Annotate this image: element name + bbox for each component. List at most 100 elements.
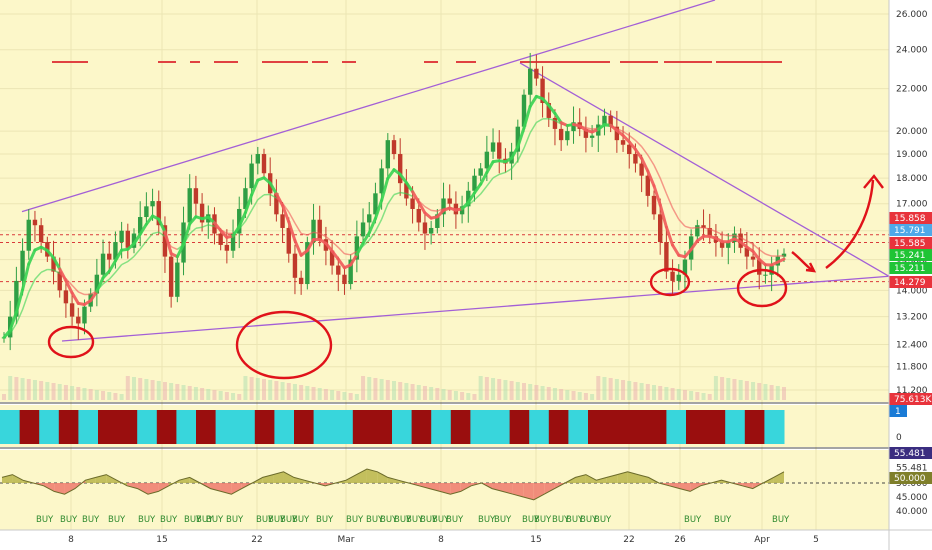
oscillator-series: [0, 468, 889, 501]
trend-cell: [78, 410, 99, 444]
osc-area: [544, 483, 555, 495]
trend-cell: [215, 410, 236, 444]
ma-slow-segment: [65, 278, 73, 286]
osc-area: [220, 483, 232, 495]
ma-fast-segment: [324, 241, 334, 253]
ma-slow-segment: [437, 208, 444, 212]
volume-bar: [416, 385, 421, 400]
volume-bar: [274, 381, 279, 400]
osc-area: [346, 474, 357, 483]
osc-area: [106, 474, 117, 483]
ma-slow-segment: [622, 130, 630, 137]
ma-slow-segment: [691, 226, 698, 229]
ma-slow-segment: [269, 193, 277, 199]
buy-signal-label: BUY: [292, 515, 310, 525]
volume-bar: [268, 380, 273, 400]
volume-bar: [497, 379, 502, 400]
trend-cell: [372, 410, 393, 444]
ma-slow-segment: [634, 139, 643, 148]
ma-fast-segment: [21, 262, 31, 292]
buy-signal-label: BUY: [552, 515, 570, 525]
candle-body: [620, 140, 626, 145]
candle-body: [20, 250, 25, 281]
ma-slow-segment: [734, 234, 741, 239]
price-axis[interactable]: 26.000 24.000 22.000 20.000 19.000 18.000 17.0…: [889, 10, 932, 517]
candle-body: [416, 208, 421, 223]
osc-area: [179, 477, 190, 483]
ma-fast-segment: [627, 140, 637, 151]
ma-slow-segment: [201, 224, 209, 228]
osc-line: [1, 468, 785, 501]
ma-fast-segment: [281, 203, 291, 224]
upper-trendline: [21, 0, 716, 213]
ma-slow-segment: [250, 199, 259, 211]
ma-slow-segment: [362, 239, 370, 247]
candle-body: [237, 208, 242, 234]
trend-cell: [156, 410, 177, 444]
ma-fast-segment: [70, 291, 80, 305]
ma-fast-segment: [547, 103, 557, 115]
volume-bar: [218, 391, 223, 400]
trend-cell: [744, 410, 765, 444]
time-axis[interactable]: 8 15 22 Mar 8 15 22 26 Apr 5: [68, 535, 819, 545]
candle-body: [317, 219, 322, 240]
ma-slow-segment: [337, 246, 346, 255]
candle-body: [261, 154, 267, 174]
volume-bar: [726, 378, 731, 400]
volume-bar: [243, 376, 248, 400]
volume-bar: [707, 394, 712, 400]
ma-slow-segment: [220, 229, 228, 235]
volume-bar: [354, 394, 359, 400]
ma-slow-segment: [529, 122, 538, 134]
candle-body: [391, 140, 397, 155]
ma-slow-segment: [127, 255, 135, 263]
ma-slow-segment: [195, 226, 203, 229]
volume-bar: [552, 388, 557, 400]
volume-bar: [503, 380, 508, 400]
ma-slow-segment: [257, 194, 265, 201]
volume-bar: [193, 387, 198, 400]
buy-signal-label: BUY: [280, 515, 298, 525]
ma-slow-segment: [28, 278, 36, 293]
volume-bar: [286, 383, 291, 400]
ma-fast-segment: [404, 181, 415, 194]
candle-body: [199, 203, 205, 223]
ma-slow-segment: [325, 235, 333, 243]
buy-signal-label: BUY: [714, 515, 732, 525]
volume-bar: [138, 378, 143, 400]
volume-bar: [540, 386, 545, 400]
ma-slow-segment: [424, 205, 432, 212]
candle-body: [546, 103, 551, 118]
volume-bar: [763, 384, 768, 400]
ma-fast-segment: [367, 217, 377, 235]
volume-bar: [101, 391, 106, 400]
volume-bar: [292, 384, 297, 400]
ma-slow-segment: [34, 271, 42, 280]
buy-signal-label: BUY: [494, 515, 512, 525]
candle-body: [645, 175, 651, 196]
trend-cell: [627, 410, 648, 444]
ma-slow-segment: [319, 232, 327, 238]
candle-body: [156, 201, 161, 226]
volume-bar: [676, 389, 681, 400]
candle-body: [682, 259, 688, 275]
price-label-text: 15.791: [894, 226, 926, 236]
volume-bar: [701, 393, 706, 400]
volume-bar: [534, 385, 539, 400]
price-label-tag: [889, 249, 932, 261]
ma-slow-segment: [158, 231, 166, 237]
trend-cell: [666, 410, 687, 444]
ma-fast-segment: [287, 220, 297, 243]
ma-slow-segment: [758, 248, 766, 255]
volume-bar: [732, 379, 737, 400]
ma-slow-segment: [368, 230, 377, 241]
ma-slow-segment: [579, 124, 587, 129]
candle-body: [602, 115, 607, 125]
osc-area: [147, 483, 159, 495]
candle-body: [51, 256, 56, 272]
candle-body: [527, 68, 533, 95]
osc-label-text: 50.000: [894, 474, 926, 484]
candle-body: [552, 117, 558, 129]
volume-bar: [509, 381, 514, 400]
osc-area: [127, 483, 138, 489]
